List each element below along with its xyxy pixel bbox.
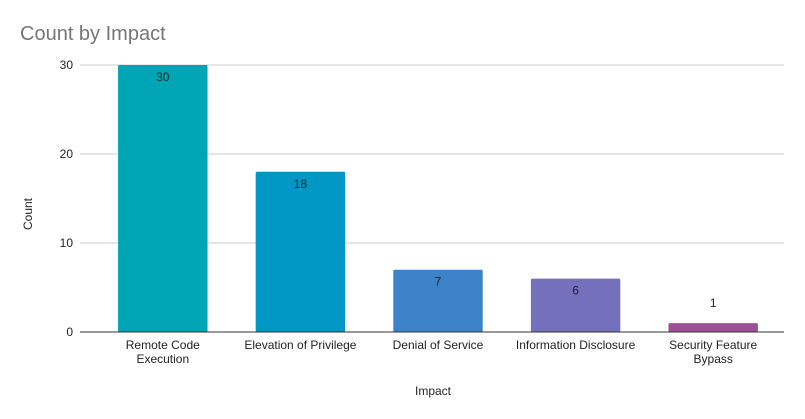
- y-tick-label: 10: [60, 236, 74, 250]
- data-label: 6: [572, 284, 579, 298]
- chart-title: Count by Impact: [20, 23, 166, 45]
- data-label: 7: [435, 275, 442, 289]
- bar: [668, 323, 758, 332]
- x-axis-label: Impact: [415, 384, 452, 398]
- data-label: 1: [710, 296, 717, 310]
- y-axis-ticks: 0 10 20 30: [60, 58, 74, 339]
- y-tick-label: 0: [66, 325, 73, 339]
- bar: [118, 65, 208, 332]
- x-tick-label: Information Disclosure: [516, 338, 636, 352]
- bar: [530, 278, 621, 332]
- data-label: 30: [156, 70, 170, 84]
- y-tick-label: 20: [60, 147, 74, 161]
- bar: [393, 269, 483, 332]
- y-axis-label: Count: [21, 197, 35, 230]
- data-label: 18: [294, 177, 308, 191]
- x-tick-label: Denial of Service: [393, 338, 484, 352]
- x-tick-label: Remote Code Execution: [126, 338, 200, 366]
- x-tick-label: Security Feature Bypass: [669, 338, 757, 366]
- x-axis-ticks: Remote Code Execution Elevation of Privile…: [126, 338, 758, 366]
- bars: [118, 65, 758, 332]
- x-tick-label: Elevation of Privilege: [244, 338, 356, 352]
- bar: [255, 171, 346, 332]
- data-labels: 30 18 7 6 1: [156, 70, 717, 310]
- y-tick-label: 30: [60, 58, 74, 72]
